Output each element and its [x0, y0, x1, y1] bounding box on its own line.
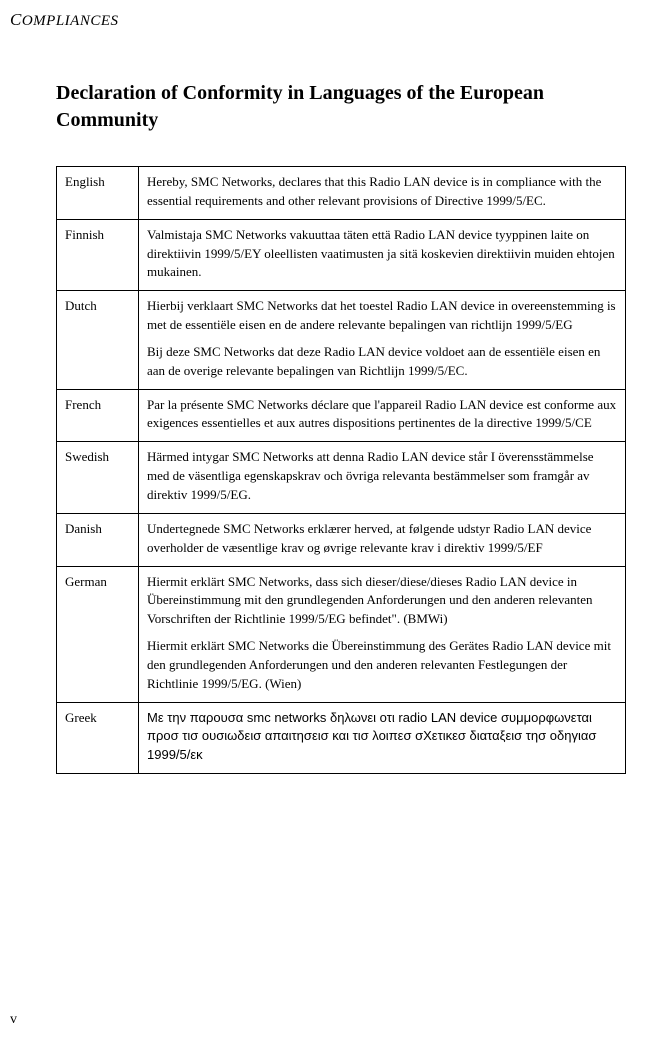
table-row: FinnishValmistaja SMC Networks vakuuttaa…	[57, 219, 626, 291]
table-row: FrenchPar la présente SMC Networks décla…	[57, 389, 626, 442]
table-row: GermanHiermit erklärt SMC Networks, dass…	[57, 566, 626, 702]
language-cell: Greek	[57, 702, 139, 774]
running-header-cap: C	[10, 10, 22, 29]
declaration-paragraph: Hierbij verklaart SMC Networks dat het t…	[147, 297, 617, 335]
declaration-cell: Härmed intygar SMC Networks att denna Ra…	[139, 442, 626, 514]
language-cell: Dutch	[57, 291, 139, 389]
declaration-cell: Hereby, SMC Networks, declares that this…	[139, 167, 626, 220]
declaration-paragraph: Hiermit erklärt SMC Networks die Überein…	[147, 637, 617, 694]
declaration-paragraph: Undertegnede SMC Networks erklærer herve…	[147, 520, 617, 558]
table-row: DutchHierbij verklaart SMC Networks dat …	[57, 291, 626, 389]
declaration-paragraph: Härmed intygar SMC Networks att denna Ra…	[147, 448, 617, 505]
declaration-paragraph: Hiermit erklärt SMC Networks, dass sich …	[147, 573, 617, 630]
language-cell: Swedish	[57, 442, 139, 514]
declaration-cell: Valmistaja SMC Networks vakuuttaa täten …	[139, 219, 626, 291]
declaration-paragraph: Με την παρουσα smc networks δηλωνει οτι …	[147, 709, 617, 766]
declaration-paragraph: Par la présente SMC Networks déclare que…	[147, 396, 617, 434]
language-cell: English	[57, 167, 139, 220]
page-number: v	[10, 1012, 17, 1028]
declaration-paragraph: Bij deze SMC Networks dat deze Radio LAN…	[147, 343, 617, 381]
table-row: SwedishHärmed intygar SMC Networks att d…	[57, 442, 626, 514]
declaration-cell: Undertegnede SMC Networks erklærer herve…	[139, 513, 626, 566]
table-row: DanishUndertegnede SMC Networks erklærer…	[57, 513, 626, 566]
declaration-cell: Hierbij verklaart SMC Networks dat het t…	[139, 291, 626, 389]
language-cell: Danish	[57, 513, 139, 566]
language-cell: Finnish	[57, 219, 139, 291]
declaration-paragraph: Valmistaja SMC Networks vakuuttaa täten …	[147, 226, 617, 283]
language-cell: French	[57, 389, 139, 442]
language-cell: German	[57, 566, 139, 702]
declaration-cell: Hiermit erklärt SMC Networks, dass sich …	[139, 566, 626, 702]
declaration-paragraph: Hereby, SMC Networks, declares that this…	[147, 173, 617, 211]
page-title: Declaration of Conformity in Languages o…	[56, 80, 626, 134]
running-header-rest: OMPLIANCES	[22, 13, 119, 29]
running-header: COMPLIANCES	[0, 0, 656, 30]
table-row: GreekΜε την παρουσα smc networks δηλωνει…	[57, 702, 626, 774]
declaration-cell: Par la présente SMC Networks déclare que…	[139, 389, 626, 442]
declaration-table: EnglishHereby, SMC Networks, declares th…	[56, 166, 626, 774]
table-row: EnglishHereby, SMC Networks, declares th…	[57, 167, 626, 220]
declaration-cell: Με την παρουσα smc networks δηλωνει οτι …	[139, 702, 626, 774]
